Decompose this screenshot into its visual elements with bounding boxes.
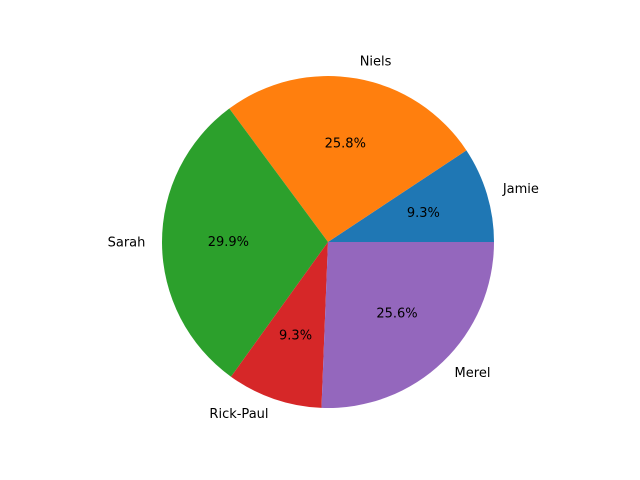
- pie-category-label: Sarah: [108, 236, 146, 251]
- pie-slice-rick-paul: [230, 242, 328, 408]
- pie-labels: 9.3% Jamie 25.8% Niels 29.9% Sarah 9.3% Rick-Pa…: [108, 55, 539, 422]
- pie-category-label: Niels: [360, 55, 392, 70]
- pie-slice-jamie: [328, 150, 494, 242]
- pie-slice-merel: [321, 242, 494, 408]
- pie-pct-label: 29.9%: [208, 235, 249, 250]
- pie-slices: [162, 75, 494, 408]
- pie-pct-label: 25.6%: [376, 306, 417, 321]
- pie-pct-label: 9.3%: [407, 206, 440, 221]
- pie-category-label: Rick-Paul: [209, 407, 268, 422]
- pie-slice-niels: [229, 75, 467, 242]
- pie-pct-label: 25.8%: [325, 136, 366, 151]
- pie-pct-label: 9.3%: [279, 329, 312, 344]
- pie-category-label: Merel: [455, 366, 491, 381]
- pie-category-label: Jamie: [502, 182, 539, 197]
- pie-slice-sarah: [162, 108, 328, 377]
